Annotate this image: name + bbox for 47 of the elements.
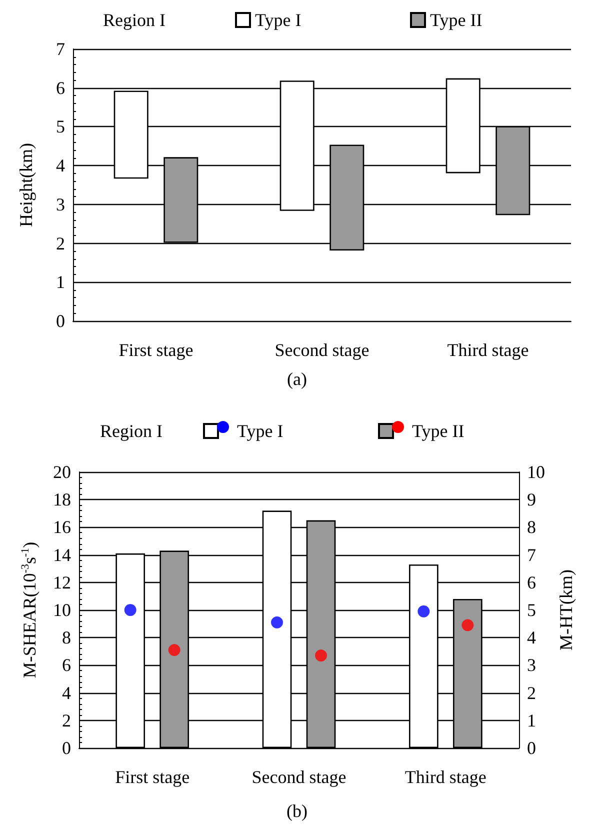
x-tick-label: Second stage: [274, 340, 370, 360]
y-tick-label: 6: [62, 655, 71, 676]
y-tick-label: 14: [53, 544, 71, 565]
y2-tick-label: 2: [527, 682, 536, 703]
legend-title: Region I: [103, 10, 166, 30]
y-tick-label: 12: [53, 572, 71, 592]
y2-tick-label: 8: [527, 517, 536, 538]
legend-label: Type I: [255, 10, 302, 30]
legend-label: Type II: [430, 10, 482, 30]
y-axis-title: Height(km): [16, 143, 36, 227]
y-tick-label: 8: [62, 628, 71, 648]
y-tick-label: 7: [56, 39, 65, 59]
y2-tick-label: 7: [527, 544, 536, 565]
y-tick-label: 2: [56, 233, 65, 254]
y-tick-label: 1: [56, 272, 65, 292]
y-tick-label: 4: [62, 682, 71, 703]
x-tick-label: Second stage: [252, 767, 346, 787]
y-tick-label: 16: [53, 517, 71, 538]
y2-tick-label: 4: [527, 628, 536, 648]
legend-title: Region I: [100, 421, 162, 441]
y-axis-title: M-SHEAR(10-3s-1): [20, 542, 40, 678]
y-tick-label: 0: [62, 738, 71, 758]
legend-label: Type I: [237, 421, 284, 441]
y2-tick-label: 0: [527, 738, 536, 758]
y-tick-label: 3: [56, 194, 65, 214]
x-tick-label: Third stage: [447, 340, 529, 360]
x-tick-label: First stage: [118, 340, 194, 360]
y2-tick-label: 6: [527, 572, 536, 592]
y-tick-label: 10: [53, 600, 71, 620]
x-tick-label: First stage: [115, 767, 190, 787]
y-tick-label: 6: [56, 78, 65, 98]
y2-tick-label: 9: [527, 490, 536, 510]
x-tick-label: Third stage: [404, 767, 486, 787]
legend-label: Type II: [412, 421, 464, 441]
y2-tick-label: 5: [527, 600, 536, 620]
y-tick-label: 5: [56, 116, 65, 137]
y-tick-label: 18: [53, 490, 71, 510]
y2-tick-label: 10: [527, 462, 545, 482]
y-tick-label: 0: [56, 311, 65, 331]
y-tick-label: 20: [53, 462, 71, 482]
y2-axis-title: M-HT(km): [556, 570, 576, 650]
y-tick-label: 4: [56, 156, 65, 176]
y-tick-label: 2: [62, 710, 71, 730]
y2-tick-label: 1: [527, 710, 536, 730]
text: (a): [287, 369, 307, 389]
y2-tick-label: 3: [527, 655, 536, 676]
text: (b): [286, 801, 308, 821]
